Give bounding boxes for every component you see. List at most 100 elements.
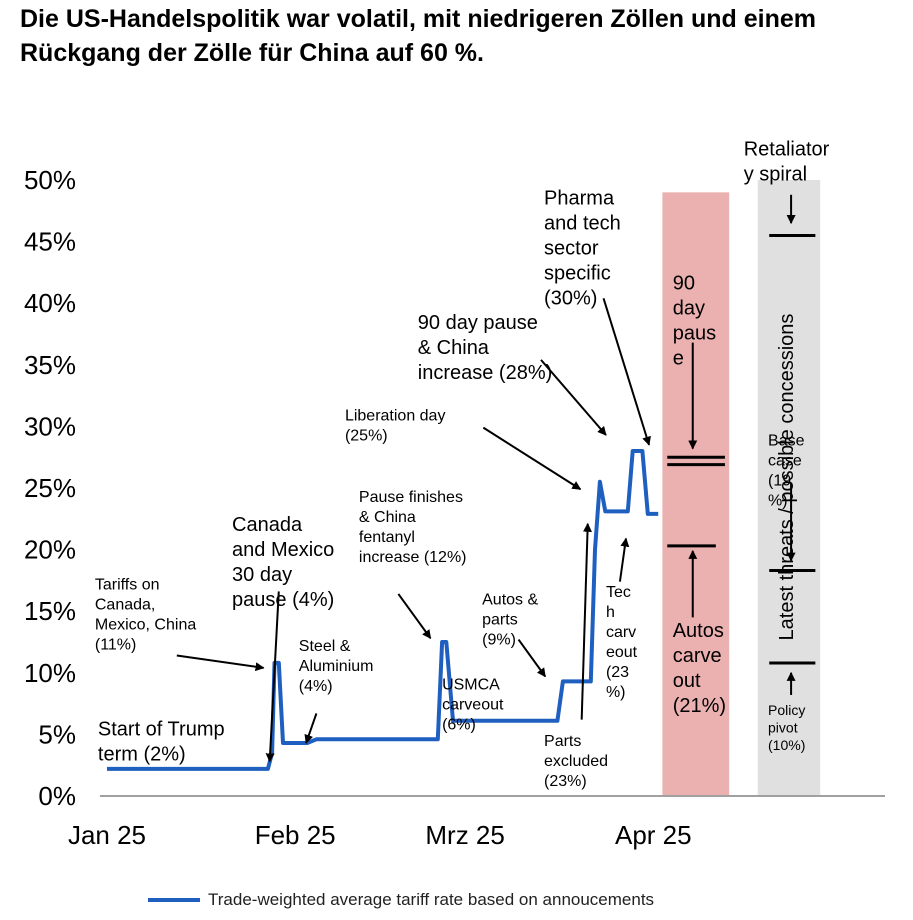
annotation-line: Steel & [299,638,351,655]
legend: Trade-weighted average tariff rate based… [148,886,654,914]
annotation-line: and Mexico [232,539,334,561]
annotation-text: Tec h carv eout (23%) [606,584,638,701]
annotation-line: %) [606,684,626,701]
annotation-line: (25%) [345,428,388,445]
x-tick-label: Jan 25 [68,820,146,850]
annotation-line: carve [673,645,722,667]
annotation-text: Pharma and tech sector specific (30%) [544,188,621,310]
annotation-line: (21%) [673,695,726,717]
annotation-text: Autos carve out (21%) [673,620,726,717]
y-tick-label: 5% [38,719,76,749]
annotation-line: pivot [768,719,798,735]
annotation-text: 90 day paus e [673,273,716,370]
annotation-line: Base [768,432,805,449]
annotation-arrow [580,522,592,720]
annotation-arrow [176,654,265,672]
annotation-line: fentanyl [359,529,415,546]
annotation-text: Base case (19%) [768,432,805,509]
annotation-line: sector [544,238,599,260]
annotation-arrows [176,194,796,763]
annotation-arrow [540,359,607,436]
y-tick-label: 20% [24,535,76,565]
annotation-line: (9%) [482,631,516,648]
annotation-text: USMCA carveout (6%) [442,676,504,733]
scenario-markers [667,233,816,665]
annotation-line: term (2%) [98,744,186,766]
annotation-line: (30%) [544,288,597,310]
y-tick-label: 30% [24,411,76,441]
annotation-text: Pause finishes & China fentanyl increase (1… [359,489,467,566]
annotation-line: day [673,298,705,320]
annotation-line: Canada [232,514,303,536]
annotation-text: 90 day pause & China increase (28%) [418,312,553,384]
annotation-arrow [397,593,432,640]
annotation-line: Aluminium [299,658,374,675]
y-tick-label: 25% [24,473,76,503]
annotation-line: Pause finishes [359,489,463,506]
annotation-arrow [602,297,651,446]
annotation-line: Liberation day [345,408,446,425]
annotation-line: e [673,348,684,370]
annotation-line: Tariffs on [95,577,160,594]
annotation-line: excluded [544,753,608,770]
annotation-line: (10%) [768,737,805,753]
annotation-line: Tec [606,584,631,601]
annotation-arrow [482,426,582,491]
annotation-line: Pharma [544,188,615,210]
annotation-line: 90 [673,273,695,295]
annotation-text: Tariffs on Canada, Mexico, China (11%) [95,577,196,654]
annotation-line: Policy [768,702,805,718]
annotation-line: Retaliator [744,138,830,160]
annotation-line: (23%) [544,773,587,790]
annotation-line: Mexico, China [95,617,196,634]
annotation-line: (19 [768,472,791,489]
vertical-label: Latest threats / possible concessions [776,314,798,641]
annotation-text: Start of Trump term (2%) [98,719,225,766]
annotations: Start of Trump term (2%) Tariffs on Canada,… [95,138,830,790]
legend-label: Trade-weighted average tariff rate based… [208,890,655,909]
annotation-text: Policy pivot (10%) [768,702,805,753]
legend-swatch [148,898,200,902]
annotation-text: Canada and Mexico 30 day pause (4%) [232,514,334,611]
annotation-line: %) [768,492,788,509]
annotation-line: (11%) [95,637,137,654]
annotation-line: Canada, [95,597,156,614]
tariff-rate-line [107,449,659,771]
annotation-arrow [618,537,630,582]
annotation-line: Autos [673,620,724,642]
annotation-line: (6%) [442,716,476,733]
annotation-line: h [606,604,615,621]
y-tick-label: 40% [24,288,76,318]
annotation-line: & China [418,337,490,359]
series-lines [107,449,659,771]
y-tick-label: 35% [24,350,76,380]
annotation-text: Liberation day (25%) [345,408,446,445]
annotation-line: and tech [544,213,621,235]
scenario-bands [662,180,821,796]
annotation-arrow [265,591,280,763]
annotation-line: y spiral [744,163,807,185]
annotation-arrow [304,713,318,744]
annotation-line: Parts [544,733,581,750]
annotation-line: 30 day [232,564,292,586]
y-tick-label: 10% [24,658,76,688]
annotation-line: paus [673,323,716,345]
y-tick-label: 15% [24,596,76,626]
annotation-line: eout [606,644,638,661]
base-band [757,180,821,796]
y-tick-label: 45% [24,227,76,257]
annotation-line: pause (4%) [232,589,334,611]
chart-title: Die US-Handelspolitik war volatil, mit n… [20,5,816,67]
annotation-line: parts [482,611,518,628]
annotation-arrow [517,638,547,678]
annotation-text: Autos & parts (9%) [482,591,538,648]
annotation-line: Autos & [482,591,538,608]
y-tick-label: 0% [38,781,76,811]
y-tick-label: 50% [24,165,76,195]
annotation-line: USMCA [442,676,500,693]
annotation-line: & China [359,509,416,526]
annotation-text: Steel & Aluminium (4%) [299,638,374,695]
annotation-line: out [673,670,701,692]
annotation-line: carv [606,624,636,641]
annotation-line: specific [544,263,611,285]
